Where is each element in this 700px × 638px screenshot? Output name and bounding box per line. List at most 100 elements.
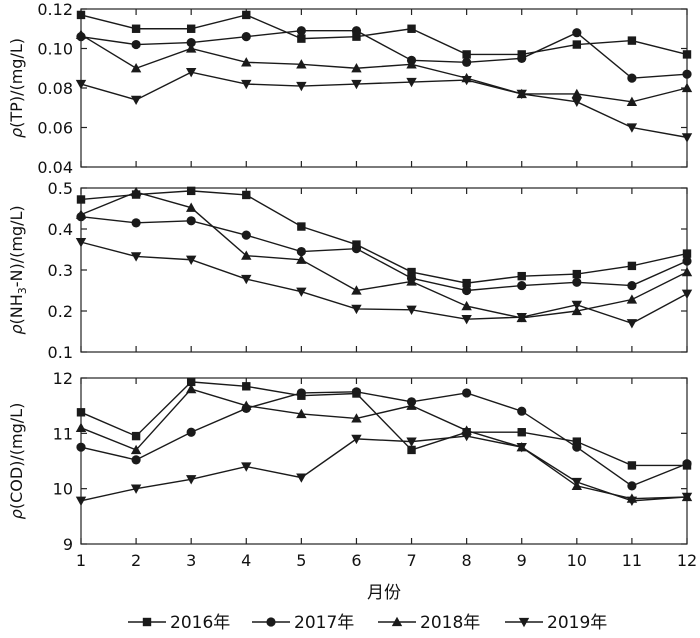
data-point <box>462 278 471 288</box>
legend-label: 2016年 <box>170 613 230 633</box>
data-point <box>572 437 582 446</box>
x-tick-label: 8 <box>462 551 472 570</box>
y-tick-label: 0.04 <box>37 158 73 177</box>
legend-marker <box>518 617 530 628</box>
data-point <box>241 462 252 472</box>
series-line <box>80 71 688 139</box>
data-point <box>296 254 307 264</box>
y-tick-label: 0.08 <box>37 79 73 98</box>
legend-marker <box>142 617 152 627</box>
series-2019年 <box>75 237 693 329</box>
data-point <box>76 408 86 417</box>
data-point <box>517 428 526 437</box>
data-point <box>627 280 637 291</box>
y-tick-label: 0.2 <box>48 302 73 321</box>
x-tick-label: 5 <box>296 551 306 570</box>
data-point <box>627 73 637 83</box>
data-point <box>75 237 87 248</box>
data-point <box>517 280 527 291</box>
data-point <box>76 442 86 452</box>
data-point <box>351 387 362 397</box>
data-point <box>75 209 87 219</box>
data-point <box>351 285 362 295</box>
data-point <box>407 445 416 455</box>
data-point <box>241 230 251 240</box>
legend-item-2018年: 2018年 <box>378 613 480 633</box>
data-point <box>297 222 306 231</box>
data-point <box>406 276 417 286</box>
x-tick-label: 12 <box>677 551 697 570</box>
data-point <box>681 82 693 93</box>
legend-marker <box>266 617 276 627</box>
y-tick-label: 11 <box>53 424 73 443</box>
x-tick-label: 9 <box>517 551 527 570</box>
data-point <box>75 422 87 432</box>
data-point <box>406 59 417 69</box>
data-point <box>627 261 637 271</box>
data-point <box>682 256 692 266</box>
y-tick-label: 0.3 <box>48 261 73 280</box>
data-point <box>406 305 417 315</box>
legend-label: 2017年 <box>294 613 354 633</box>
data-point <box>626 123 638 133</box>
x-axis-label: 月份 <box>367 583 401 603</box>
data-point <box>241 57 252 67</box>
series-2018年 <box>75 186 693 323</box>
data-point <box>461 431 472 442</box>
data-point <box>681 133 693 143</box>
y-tick-label: 10 <box>53 480 73 499</box>
data-point <box>572 277 582 287</box>
data-point <box>682 459 692 469</box>
legend-item-2016年: 2016年 <box>128 613 230 633</box>
data-point <box>130 95 142 106</box>
data-point <box>131 24 141 33</box>
data-point <box>296 26 306 36</box>
data-point <box>296 473 307 483</box>
data-point <box>517 406 527 416</box>
series-2016年 <box>76 377 692 470</box>
data-point <box>461 75 472 86</box>
data-point <box>296 81 307 92</box>
data-point <box>241 400 252 410</box>
data-point <box>626 319 638 329</box>
series-line <box>80 14 688 56</box>
x-tick-labels: 1 2 3 4 5 6 7 8 9 10 11 12 <box>76 551 697 570</box>
data-point <box>130 484 142 494</box>
data-point <box>241 250 252 260</box>
series-line <box>80 216 688 292</box>
plot-frame <box>80 187 688 353</box>
series-2017年 <box>76 387 692 491</box>
y-tick-label: 9 <box>63 535 73 554</box>
data-point <box>185 383 197 394</box>
x-tick-label: 2 <box>131 551 141 570</box>
data-point <box>461 315 472 325</box>
data-point <box>351 434 362 445</box>
data-point <box>626 96 638 106</box>
data-point <box>407 267 416 277</box>
data-point <box>242 10 251 20</box>
legend: 2016年 2017年 2018年 2019年 <box>128 613 607 633</box>
data-point <box>462 57 472 67</box>
y-tick-label: 0.06 <box>37 119 73 138</box>
data-point <box>351 26 362 36</box>
data-point <box>682 50 692 59</box>
data-point <box>627 36 637 45</box>
series-line <box>80 381 687 467</box>
data-point <box>296 246 306 257</box>
data-point <box>131 39 141 50</box>
data-point <box>571 88 583 99</box>
data-point <box>75 79 87 90</box>
legend-label: 2019年 <box>547 613 607 633</box>
data-point <box>242 190 251 200</box>
y-axis-label: ρ(TP)/(mg/L) <box>7 38 26 138</box>
data-point <box>185 202 197 212</box>
data-point <box>516 443 527 453</box>
data-point <box>571 97 583 108</box>
y-axis-label: ρ(COD)/(mg/L) <box>7 403 26 520</box>
x-tick-label: 4 <box>241 551 251 570</box>
data-point <box>682 249 692 258</box>
data-point <box>351 244 362 254</box>
data-point <box>131 455 141 465</box>
data-point <box>185 475 197 485</box>
